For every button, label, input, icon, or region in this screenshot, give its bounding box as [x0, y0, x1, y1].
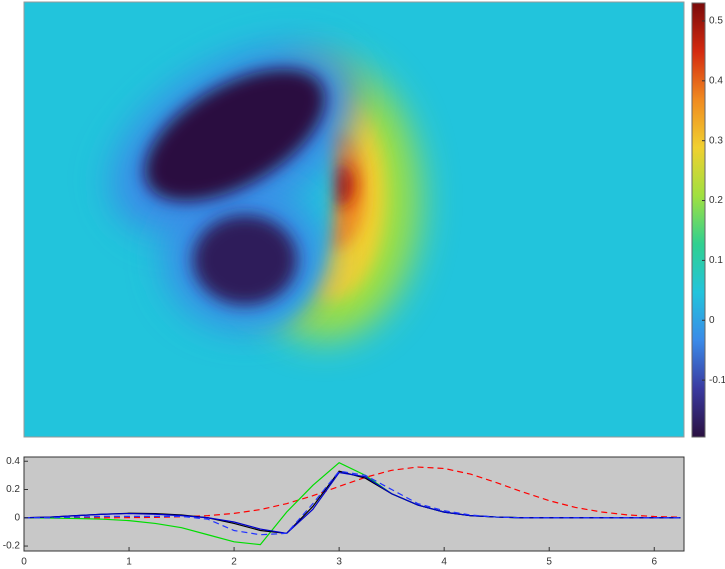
colorbar-tick-label: 0.2 — [709, 195, 723, 206]
x-tick-label: 3 — [336, 557, 342, 568]
x-tick-label: 4 — [441, 557, 447, 568]
y-tick-label: 0.2 — [6, 484, 20, 495]
y-tick-label: 0 — [14, 512, 20, 523]
x-tick-label: 2 — [231, 557, 237, 568]
x-tick-label: 1 — [126, 557, 132, 568]
colorbar-tick-label: 0.1 — [709, 255, 723, 266]
colorbar-tick-label: 0.5 — [709, 16, 723, 27]
y-tick-label: -0.2 — [3, 541, 21, 552]
colorbar-tick-label: 0 — [709, 315, 715, 326]
colorbar — [691, 2, 706, 438]
x-tick-label: 0 — [21, 557, 27, 568]
plot-background — [24, 457, 684, 551]
colorbar-tick-label: 0.4 — [709, 75, 723, 86]
x-tick-label: 5 — [546, 557, 552, 568]
plot-frame — [23, 456, 685, 552]
colorbar-tick-label: -0.1 — [709, 375, 725, 386]
colorbar-tick-label: 0.3 — [709, 135, 723, 146]
field-image — [24, 2, 684, 437]
field-frame — [23, 1, 685, 438]
y-tick-label: 0.4 — [6, 456, 20, 467]
series-line — [23, 471, 681, 534]
series-line — [24, 470, 681, 536]
series-line — [24, 466, 681, 519]
x-tick-label: 6 — [651, 557, 657, 568]
